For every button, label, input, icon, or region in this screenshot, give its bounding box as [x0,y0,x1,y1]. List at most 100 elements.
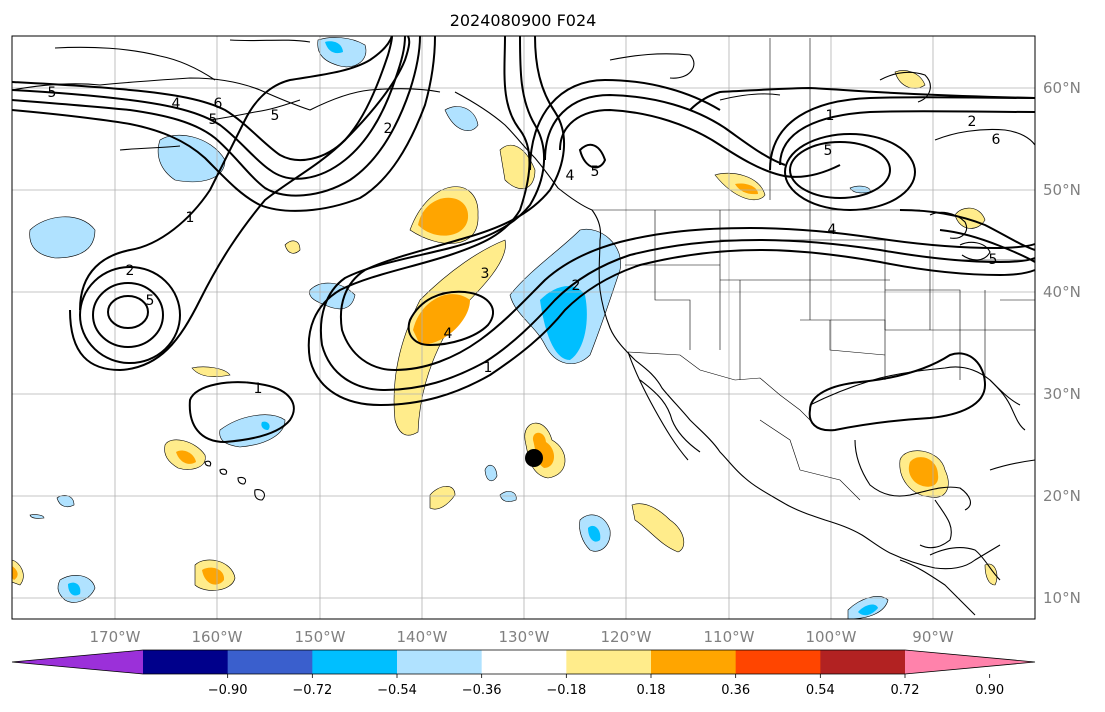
map-panel: 5 4 6 5 5 2 1 2 5 3 4 1 2 1 5 4 1 2 6 5 … [11,35,1036,620]
colorbar: −0.90 −0.72 −0.54 −0.36 −0.18 0.18 0.36 0.54 0.7… [11,649,1036,698]
colorbar-swatch [227,650,313,674]
contour-label: 5 [209,112,218,128]
contour-line [769,96,1036,171]
contour-line [11,35,421,197]
contour-line [92,282,164,348]
colorbar-tick-label: 0.54 [806,683,835,698]
negative-anomaly-core [261,421,270,430]
lat-label: 20°N [1043,487,1081,505]
negative-anomaly-core [858,604,878,616]
positive-anomaly-core [202,567,225,585]
contour-line [11,35,406,180]
lon-label: 90°W [912,628,954,646]
contour-line [11,35,436,212]
negative-anomaly-core [68,582,81,596]
contour-line [578,143,607,169]
contour-label: 5 [146,293,155,309]
contour-label: 2 [968,114,977,130]
colorbar-tick-label: −0.72 [292,683,332,698]
contour-label: 1 [186,210,195,226]
positive-anomaly-region [894,70,926,89]
lon-label: 170°W [90,628,141,646]
contour-label: 4 [566,168,575,184]
positive-anomaly-region [631,503,685,553]
contour-label: 5 [989,252,998,268]
colorbar-tick-label: 0.90 [975,683,1004,698]
contour-label: 5 [591,164,600,180]
contour-line [529,78,721,171]
contour-label: 4 [444,326,453,342]
positive-anomaly-core [735,183,758,195]
negative-anomaly-region [484,464,498,482]
colorbar-extension-high [905,650,1035,674]
contour-label: 1 [254,381,263,397]
contour-line [69,35,411,372]
colorbar-tick-label: 0.72 [891,683,920,698]
negative-anomaly-region [29,514,45,519]
contour-line [689,86,1036,111]
contour-line [79,266,181,364]
contour-label: 5 [824,143,833,159]
negative-anomaly-core [325,41,343,54]
contour-line [939,229,1036,263]
contour-line [107,295,149,329]
colorbar-extension-low [12,650,143,674]
contour-line [544,93,786,166]
contour-label: 4 [828,222,837,238]
positive-anomaly-core [413,294,470,345]
positive-anomaly-region [429,486,456,510]
contour-labels: 5 4 6 5 5 2 1 2 5 3 4 1 2 1 5 4 1 2 6 5 … [48,85,1001,397]
negative-anomaly-core [588,525,601,542]
positive-anomaly-core [418,197,469,236]
positive-anomaly-region [284,240,301,254]
contour-label: 6 [214,96,223,112]
contour-label: 2 [572,278,581,294]
positive-anomaly-region [954,207,986,229]
colorbar-swatch [566,650,652,674]
graticule [12,36,1035,619]
colorbar-swatch [397,650,483,674]
positive-anomaly-core [176,450,196,464]
lon-label: 160°W [192,628,243,646]
positive-anomaly-core [908,457,939,487]
contour-label: 2 [126,263,135,279]
negative-anomaly-region [29,216,96,259]
contour-label: 5 [48,85,57,101]
lon-label: 130°W [499,628,550,646]
contour-line [339,35,1036,372]
contour-line [789,141,891,199]
lat-label: 30°N [1043,385,1081,403]
lat-label: 10°N [1043,589,1081,607]
contour-line [808,352,987,432]
contour-label: 6 [992,132,1001,148]
colorbar-tick-label: −0.18 [546,683,586,698]
contour-line [784,133,916,211]
lat-label: 60°N [1043,79,1081,97]
lon-label: 100°W [806,628,857,646]
contour-label: 1 [826,108,835,124]
contour-line [899,209,1036,251]
colorbar-swatch [143,650,229,674]
contours [11,35,1036,444]
map-title: 2024080900 F024 [450,11,597,30]
lon-label: 110°W [704,628,755,646]
contour-label: 1 [484,360,493,376]
contour-label: 4 [172,96,181,112]
positive-anomaly-region [984,563,998,586]
contour-label: 3 [481,266,490,282]
contour-line [407,290,494,347]
colorbar-swatch [481,650,567,674]
colorbar-tick-label: −0.90 [208,683,248,698]
colorbar-swatch [651,650,737,674]
colorbar-tick-label: −0.36 [462,683,502,698]
negative-anomaly-region [444,106,479,132]
lon-label: 140°W [397,628,448,646]
colorbar-tick-label: 0.36 [721,683,750,698]
colorbar-swatch [735,650,821,674]
contour-line [11,35,393,161]
latitude-labels: 60°N 50°N 40°N 30°N 20°N 10°N [1043,79,1081,607]
positive-anomaly-core [12,566,18,580]
negative-anomaly-region [56,495,75,508]
negative-anomaly-region [499,491,517,502]
